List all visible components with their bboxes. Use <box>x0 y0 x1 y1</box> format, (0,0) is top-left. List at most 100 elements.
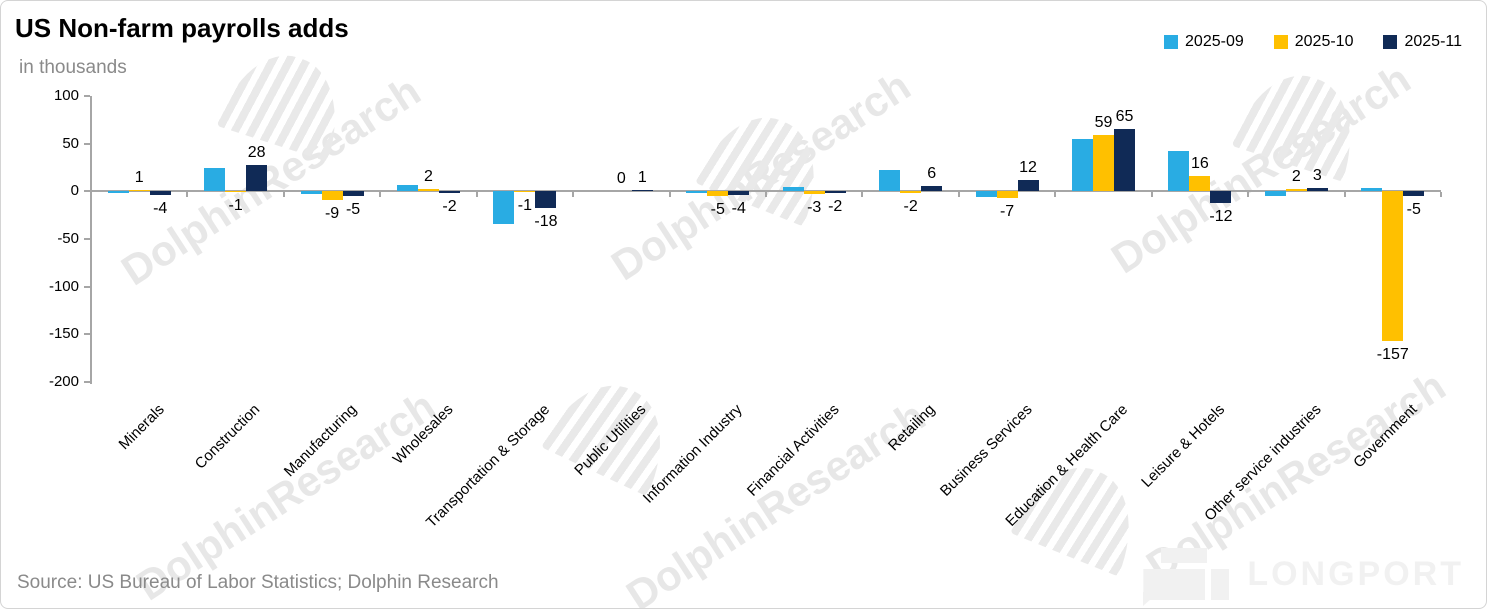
bar-2025-10-Retailing <box>900 191 922 194</box>
y-axis-tick <box>84 190 90 193</box>
x-axis-tick <box>1054 192 1057 198</box>
bar-2025-09-Retailing <box>879 170 901 192</box>
bar-value-label: -157 <box>1376 346 1409 363</box>
bar-2025-10-Government <box>1382 191 1404 341</box>
bar-2025-09-Leisure & Hotels <box>1168 151 1190 192</box>
x-axis-tick <box>668 192 671 198</box>
y-tick-label: 0 <box>70 182 79 200</box>
y-tick-label: 50 <box>62 134 79 152</box>
bar-2025-11-Education & Health Care <box>1114 129 1135 192</box>
bar-value-label: -3 <box>807 199 822 217</box>
bar-value-label: 1 <box>134 169 144 187</box>
bar-2025-09-Education & Health Care <box>1072 138 1093 192</box>
dolphin-research-watermark: DolphinResearch <box>618 391 934 609</box>
y-axis-tick <box>84 285 90 288</box>
bar-value-label: -1 <box>228 197 243 215</box>
x-axis-tick <box>282 192 285 198</box>
bar-2025-09-Information Industry <box>686 191 708 194</box>
x-axis-tick <box>379 192 382 198</box>
legend-label: 2025-11 <box>1404 33 1462 50</box>
bar-value-label: 2 <box>1291 168 1301 186</box>
x-axis-tick <box>957 192 960 198</box>
y-axis-tick <box>84 333 90 336</box>
x-axis-tick <box>1440 192 1442 198</box>
x-axis-tick <box>765 192 767 198</box>
bar-2025-11-Leisure & Hotels <box>1210 191 1232 203</box>
legend-label: 2025-09 <box>1185 33 1244 50</box>
longport-watermark: LONGPORT <box>1143 548 1464 606</box>
bar-2025-10-Construction <box>225 191 247 193</box>
bar-2025-11-Wholesales <box>439 191 460 194</box>
bar-2025-09-Other service industries <box>1264 191 1286 197</box>
bar-value-label: -7 <box>999 203 1015 220</box>
bar-2025-10-Transportation & Storage <box>514 191 536 193</box>
bar-2025-11-Financial Activities <box>824 191 846 194</box>
bar-value-label: -2 <box>828 198 843 216</box>
bar-value-label: 3 <box>1312 167 1322 185</box>
bar-2025-10-Education & Health Care <box>1093 135 1114 192</box>
x-axis-tick <box>1343 192 1346 198</box>
bar-value-label: -4 <box>731 200 746 218</box>
dolphin-logo-watermark <box>1010 449 1152 577</box>
bar-value-label: -2 <box>903 198 918 216</box>
bar-2025-10-Financial Activities <box>803 191 825 195</box>
chart-unit-subtitle: in thousands <box>19 57 127 78</box>
bar-value-label: 28 <box>247 143 266 161</box>
legend-item-2025-11: 2025-11 <box>1383 33 1462 51</box>
bar-value-label: -18 <box>534 213 558 231</box>
bar-value-label: 59 <box>1094 114 1113 132</box>
bar-value-label: -12 <box>1209 207 1233 225</box>
x-axis-tick <box>572 192 575 198</box>
y-axis-tick <box>84 381 90 383</box>
y-axis-tick <box>84 95 90 97</box>
y-tick-label: -50 <box>57 230 79 247</box>
x-axis-tick <box>861 192 864 198</box>
bar-2025-10-Business Services <box>996 191 1018 198</box>
legend-swatch-2025-10 <box>1273 35 1288 49</box>
x-category-label: Construction <box>192 401 264 473</box>
bar-2025-09-Minerals <box>107 191 129 194</box>
source-note: Source: US Bureau of Labor Statistics; D… <box>17 572 499 593</box>
bar-value-label: -2 <box>442 198 457 216</box>
bar-2025-09-Government <box>1361 187 1383 192</box>
y-tick-label: -200 <box>48 373 79 390</box>
bar-2025-11-Construction <box>246 164 268 192</box>
bar-2025-10-Information Industry <box>707 191 729 197</box>
legend-swatch-2025-11 <box>1383 35 1398 49</box>
x-axis-tick <box>1150 192 1153 198</box>
y-tick-label: 100 <box>53 87 79 104</box>
bar-2025-11-Transportation & Storage <box>535 191 557 209</box>
bar-2025-11-Retailing <box>921 185 943 192</box>
chart-title: US Non-farm payrolls adds <box>15 13 349 43</box>
bar-value-label: 0 <box>616 170 626 188</box>
bar-value-label: -4 <box>153 200 168 218</box>
x-axis-tick <box>90 192 92 198</box>
bar-2025-10-Leisure & Hotels <box>1189 176 1211 192</box>
bar-2025-09-Wholesales <box>397 184 418 192</box>
bar-2025-10-Manufacturing <box>321 191 343 200</box>
bar-2025-10-Minerals <box>128 190 150 192</box>
legend: 2025-09 2025-10 2025-11 <box>1164 33 1462 51</box>
bar-2025-11-Business Services <box>1017 179 1039 192</box>
longport-logo-text: LONGPORT <box>1247 554 1464 593</box>
y-tick-label: -150 <box>48 325 79 343</box>
x-axis-tick <box>1247 192 1250 198</box>
bar-2025-11-Other service industries <box>1306 188 1328 192</box>
y-axis-tick <box>84 142 90 145</box>
x-category-label: Minerals <box>115 401 168 454</box>
bar-value-label: 2 <box>424 168 433 186</box>
bar-2025-09-Manufacturing <box>300 191 322 195</box>
bar-value-label: -5 <box>710 201 725 219</box>
dolphin-research-watermark: DolphinResearch <box>1103 54 1419 283</box>
x-axis-tick <box>186 192 189 198</box>
bar-2025-11-Information Industry <box>728 191 750 196</box>
y-axis-tick <box>84 238 90 240</box>
bar-value-label: 1 <box>637 169 647 187</box>
bar-2025-10-Wholesales <box>418 189 439 192</box>
x-category-label: Leisure & Hotels <box>1138 401 1228 491</box>
y-axis-line <box>90 96 92 384</box>
bar-value-label: 6 <box>927 164 937 182</box>
x-axis-tick <box>475 192 478 198</box>
